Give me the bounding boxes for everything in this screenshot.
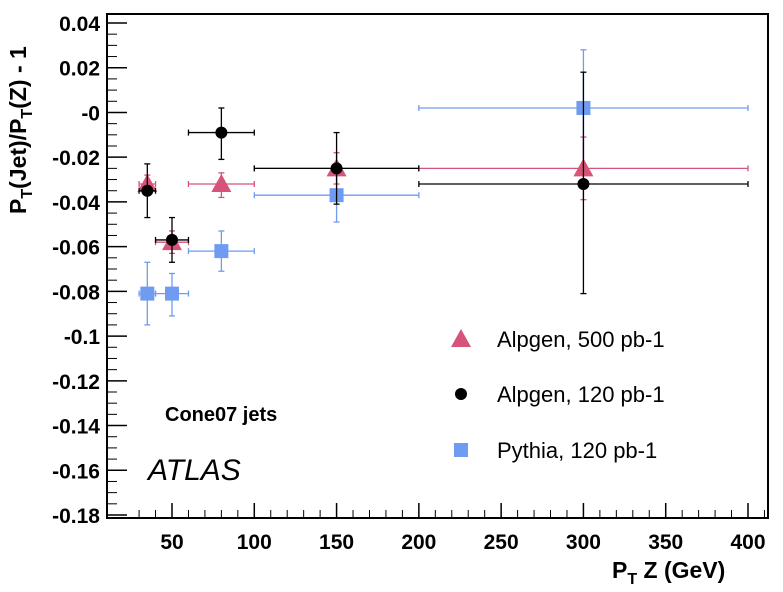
legend-marker-square bbox=[454, 443, 468, 457]
x-tick-label: 50 bbox=[160, 531, 183, 554]
legend-item: Alpgen, 500 pb-1 bbox=[451, 327, 665, 352]
y-tick-label: -0.08 bbox=[52, 281, 100, 304]
series-layer bbox=[137, 49, 749, 326]
tick-labels: 50 100 150 200 250 300 350 400 0.04 0.02 -0 -0.02 -0… bbox=[52, 13, 765, 554]
data-point-square bbox=[214, 244, 229, 259]
series-square bbox=[138, 49, 749, 326]
data-point-square bbox=[140, 286, 155, 301]
x-tick-label: 250 bbox=[484, 531, 519, 554]
data-point-circle bbox=[141, 184, 154, 197]
data-point-circle bbox=[166, 233, 178, 246]
y-tick-label: 0.04 bbox=[59, 13, 100, 36]
legend-item: Alpgen, 120 pb-1 bbox=[455, 382, 665, 407]
data-point-circle bbox=[577, 178, 590, 191]
y-axis-title: PT(Jet)/PT(Z) - 1 bbox=[5, 46, 36, 214]
x-tick-label: 350 bbox=[648, 531, 683, 554]
series-circle bbox=[138, 71, 749, 295]
y-tick-label: -0.12 bbox=[52, 371, 100, 394]
y-tick-label: -0.16 bbox=[52, 460, 100, 483]
atlas-label: ATLAS bbox=[146, 454, 241, 487]
x-tick-label: 100 bbox=[237, 531, 272, 554]
data-point-circle bbox=[330, 162, 343, 175]
legend-label: Pythia, 120 pb-1 bbox=[497, 438, 657, 463]
legend-label: Alpgen, 120 pb-1 bbox=[497, 382, 665, 407]
x-tick-label: 400 bbox=[730, 531, 765, 554]
legend-label: Alpgen, 500 pb-1 bbox=[497, 327, 665, 352]
legend: Alpgen, 500 pb-1 Alpgen, 120 pb-1 Pythia, … bbox=[451, 327, 665, 463]
data-point-triangle bbox=[211, 174, 232, 193]
x-tick-label: 150 bbox=[319, 531, 354, 554]
x-axis-title: PT Z (GeV) bbox=[612, 557, 725, 588]
y-tick-label: -0 bbox=[81, 102, 100, 125]
legend-marker-circle bbox=[455, 388, 467, 400]
y-tick-label: 0.02 bbox=[59, 58, 100, 81]
y-tick-label: -0.04 bbox=[52, 192, 100, 215]
legend-marker-triangle bbox=[451, 329, 471, 347]
y-tick-label: -0.02 bbox=[52, 147, 100, 170]
legend-item: Pythia, 120 pb-1 bbox=[454, 438, 657, 463]
data-point-square bbox=[165, 286, 179, 301]
y-tick-label: -0.06 bbox=[52, 237, 100, 260]
axis-ticks bbox=[107, 22, 765, 518]
data-point-circle bbox=[215, 126, 228, 139]
y-tick-label: -0.18 bbox=[52, 505, 100, 528]
series-triangle bbox=[137, 136, 749, 254]
y-tick-label: -0.14 bbox=[52, 416, 100, 439]
plot-frame bbox=[106, 13, 769, 519]
x-tick-label: 200 bbox=[401, 531, 436, 554]
jet-algorithm-label: Cone07 jets bbox=[165, 404, 277, 426]
x-tick-label: 300 bbox=[566, 531, 601, 554]
y-tick-label: -0.1 bbox=[64, 326, 101, 349]
